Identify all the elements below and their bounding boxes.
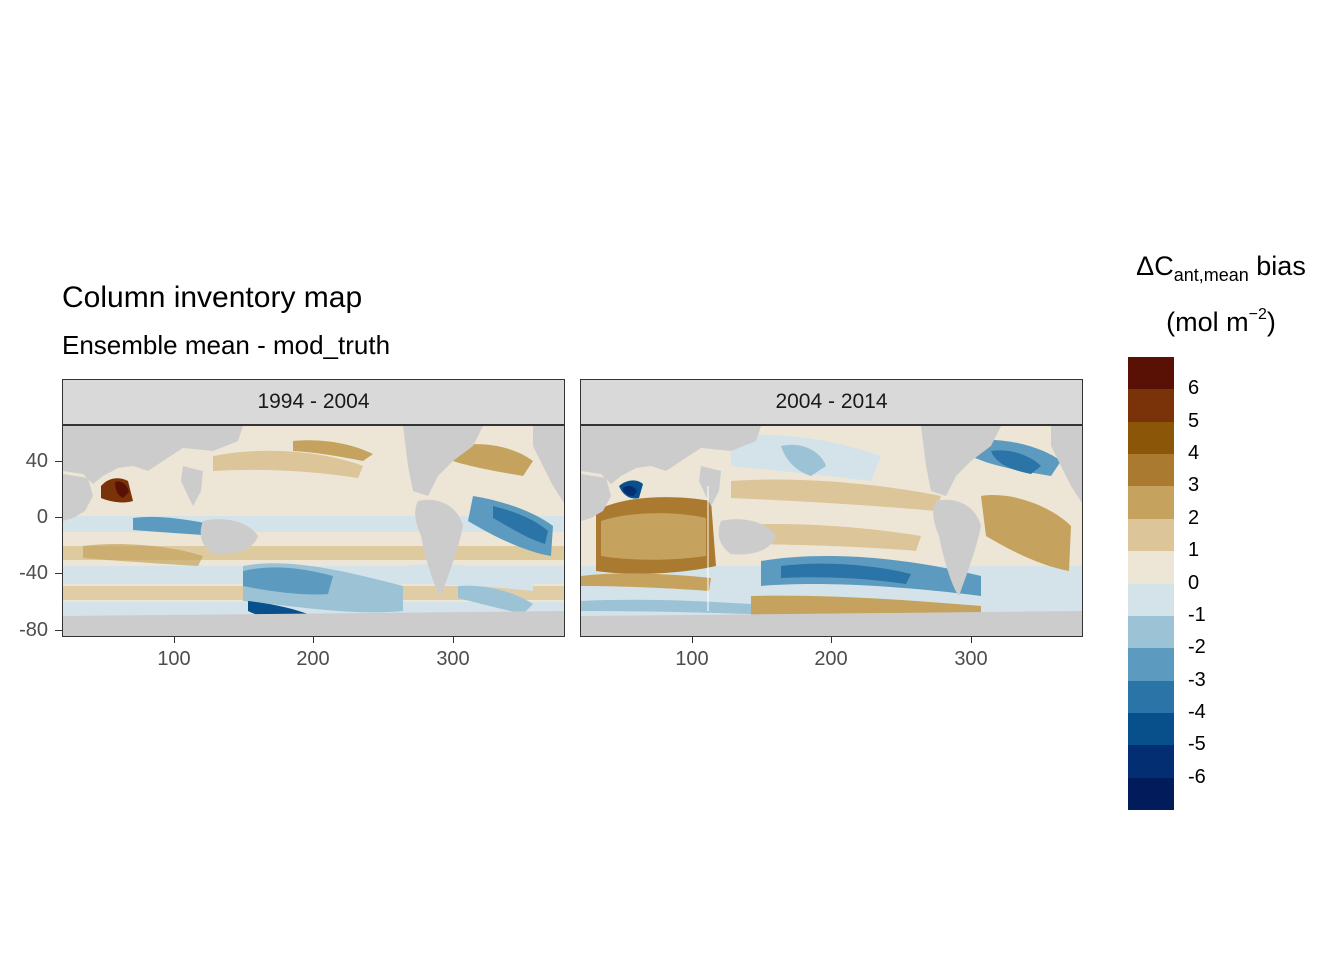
legend-label: 1 — [1188, 539, 1200, 562]
legend-swatch — [1128, 551, 1174, 584]
legend-swatch — [1128, 389, 1174, 423]
x-tick-100-p2: 100 — [675, 648, 709, 670]
legend-title: ΔCant,mean bias — [1118, 251, 1324, 286]
panel-2-map-svg — [581, 426, 1082, 636]
legend-label: -4 — [1188, 700, 1206, 723]
legend-swatch — [1128, 583, 1174, 617]
legend-unit-open: (mol m — [1166, 307, 1249, 337]
chart-subtitle: Ensemble mean - mod_truth — [62, 330, 391, 360]
y-tick-neg80: -80 — [19, 619, 48, 641]
legend-label: 5 — [1188, 409, 1200, 432]
panel-1-label: 1994 - 2004 — [257, 390, 370, 413]
legend-swatch — [1128, 357, 1174, 390]
legend-swatch — [1128, 454, 1174, 487]
panel-2-label: 2004 - 2014 — [775, 390, 888, 413]
legend-swatch — [1128, 648, 1174, 682]
legend-label: 2 — [1188, 506, 1200, 529]
panel-2-strip: 2004 - 2014 — [580, 379, 1083, 425]
y-tick-neg40: -40 — [19, 562, 48, 584]
legend-swatch — [1128, 421, 1174, 455]
panel-1-map-svg — [63, 426, 564, 636]
legend-label: -6 — [1188, 765, 1206, 788]
legend-label: -1 — [1188, 603, 1206, 626]
x-tick-300-p1: 300 — [436, 648, 470, 670]
legend-swatch — [1128, 680, 1174, 714]
legend-swatch — [1128, 615, 1174, 649]
chart-title: Column inventory map — [62, 281, 363, 314]
y-tick-0: 0 — [36, 506, 48, 528]
panel-1-map — [62, 425, 565, 637]
legend-label: 0 — [1188, 571, 1200, 594]
legend-unit-close: ) — [1266, 307, 1276, 337]
x-tick-200-p1: 200 — [296, 648, 330, 670]
legend-label: 3 — [1188, 474, 1200, 497]
legend-swatch — [1128, 777, 1174, 811]
legend-swatch — [1128, 745, 1174, 779]
y-tick-40: 40 — [25, 450, 48, 472]
legend-title-main: ΔC — [1136, 251, 1174, 281]
legend-title-after: bias — [1248, 251, 1306, 281]
legend-label: -3 — [1188, 668, 1206, 691]
legend-swatch — [1128, 518, 1174, 552]
legend-unit-sup: −2 — [1248, 306, 1267, 323]
legend-label: -2 — [1188, 636, 1206, 659]
panel-1-strip: 1994 - 2004 — [62, 379, 565, 425]
x-tick-200-p2: 200 — [814, 648, 848, 670]
x-tick-100-p1: 100 — [157, 648, 191, 670]
legend-swatch — [1128, 712, 1174, 746]
legend-swatch — [1128, 486, 1174, 520]
x-tick-300-p2: 300 — [954, 648, 988, 670]
legend-label: 4 — [1188, 442, 1200, 465]
legend-unit: (mol m−2) — [1118, 306, 1324, 338]
legend-label: -5 — [1188, 733, 1206, 756]
legend-title-sub: ant,mean — [1173, 265, 1249, 285]
panel-2-map — [580, 425, 1083, 637]
legend-label: 6 — [1188, 377, 1200, 400]
